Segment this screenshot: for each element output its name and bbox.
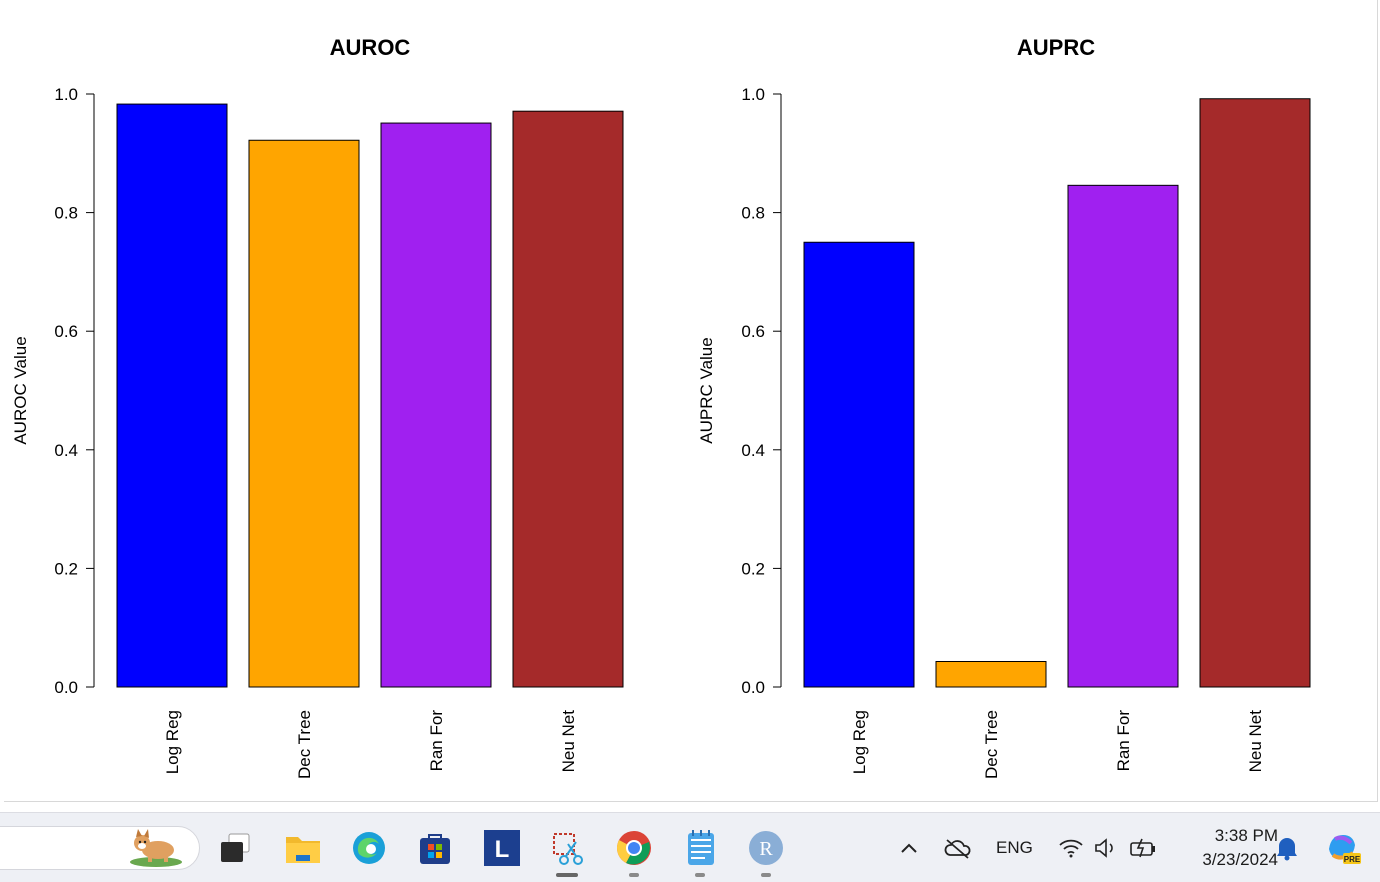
y-tick-label-0-2: 0.4 (54, 441, 78, 460)
category-label-1-0: Log Reg (850, 710, 869, 774)
copilot-badge: PRE (1344, 855, 1361, 864)
task-view-icon[interactable] (216, 829, 254, 867)
chrome-icon[interactable] (615, 829, 653, 867)
y-axis-label-1: AUPRC Value (697, 337, 716, 443)
chart-title-1: AUPRC (1017, 35, 1095, 60)
microsoft-store-icon[interactable] (416, 829, 454, 867)
bar-charts: AUROC AUROC Value 0.0 0.2 0.4 0.6 0.8 1.0 Log Re… (11, 35, 1311, 779)
y-tick-label-1-4: 0.8 (741, 204, 765, 223)
bar-0-0 (116, 103, 228, 688)
l-app-letter: L (495, 836, 510, 863)
y-tick-label-1-2: 0.4 (741, 441, 765, 460)
category-label-0-0: Log Reg (163, 710, 182, 774)
onedrive-offline-icon[interactable] (940, 829, 976, 867)
bar-0-1 (248, 139, 360, 688)
language-indicator[interactable]: ENG (996, 838, 1033, 857)
bar-1-2 (1067, 184, 1179, 688)
category-label-1-3: Neu Net (1246, 710, 1265, 773)
bar-0-3 (512, 110, 624, 688)
category-label-1-1: Dec Tree (982, 710, 1001, 779)
copilot-icon[interactable]: PRE (1322, 829, 1362, 867)
l-app-icon[interactable]: L (483, 829, 521, 867)
snipping-tool-active-indicator (556, 873, 578, 877)
notepad-icon[interactable] (682, 829, 720, 867)
chart-title-0: AUROC (330, 35, 411, 60)
chevron-up-icon[interactable] (892, 829, 926, 867)
clock-time[interactable]: 3:38 PM (1214, 826, 1278, 845)
chrome-running-indicator (629, 873, 639, 877)
bar-1-3 (1199, 98, 1311, 688)
y-tick-label-0-1: 0.2 (54, 559, 78, 578)
edge-icon[interactable] (350, 829, 388, 867)
clock-date[interactable]: 3/23/2024 (1202, 850, 1278, 869)
category-label-0-2: Ran For (427, 710, 446, 772)
r-running-indicator (761, 873, 771, 877)
y-tick-label-0-5: 1.0 (54, 85, 78, 104)
volume-icon[interactable] (1090, 829, 1122, 867)
y-tick-label-0-4: 0.8 (54, 204, 78, 223)
y-tick-label-1-5: 1.0 (741, 85, 765, 104)
y-tick-label-0-0: 0.0 (54, 678, 78, 697)
y-axis-label-0: AUROC Value (11, 336, 30, 444)
snipping-tool-icon[interactable] (549, 829, 587, 867)
y-tick-label-1-0: 0.0 (741, 678, 765, 697)
r-icon[interactable]: R (747, 829, 785, 867)
plot-window: AUROC AUROC Value 0.0 0.2 0.4 0.6 0.8 1.0 Log Re… (4, 0, 1378, 802)
corgi-widget-icon[interactable] (128, 829, 188, 867)
notepad-running-indicator (695, 873, 705, 877)
bar-0-2 (380, 122, 492, 688)
category-label-0-3: Neu Net (559, 710, 578, 773)
taskbar: L (0, 812, 1380, 882)
category-label-1-2: Ran For (1114, 710, 1133, 772)
y-tick-label-1-1: 0.2 (741, 559, 765, 578)
wifi-icon[interactable] (1055, 829, 1087, 867)
bar-1-1 (935, 661, 1047, 688)
battery-charging-icon[interactable] (1126, 829, 1160, 867)
y-tick-label-1-3: 0.6 (741, 322, 765, 341)
y-tick-label-0-3: 0.6 (54, 322, 78, 341)
notification-bell-icon[interactable] (1270, 829, 1304, 867)
category-label-0-1: Dec Tree (295, 710, 314, 779)
file-explorer-icon[interactable] (284, 829, 322, 867)
r-letter: R (759, 838, 773, 860)
bar-1-0 (803, 241, 915, 688)
